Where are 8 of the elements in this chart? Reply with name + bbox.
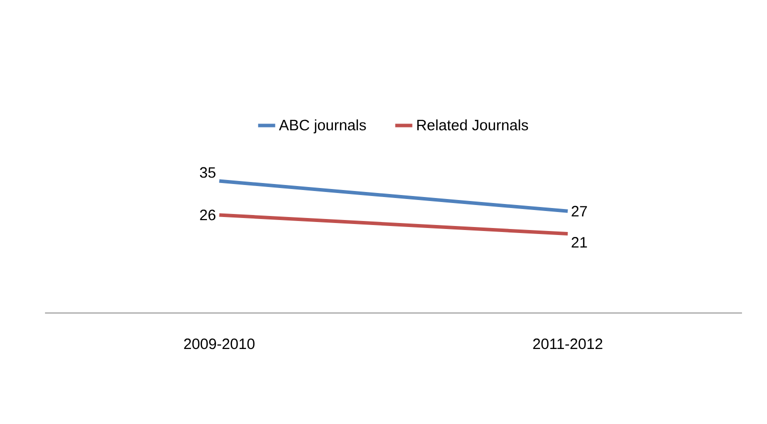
legend-label: Related Journals [417,119,528,130]
data-label: 27 [572,206,587,216]
data-label: 21 [572,237,587,248]
data-label: 35 [200,167,216,178]
legend-label: ABC journals [278,119,366,134]
data-label: 26 [200,210,216,220]
x-tick-label: 2011-2012 [533,338,602,350]
x-tick-label: 2009-2010 [184,338,255,350]
